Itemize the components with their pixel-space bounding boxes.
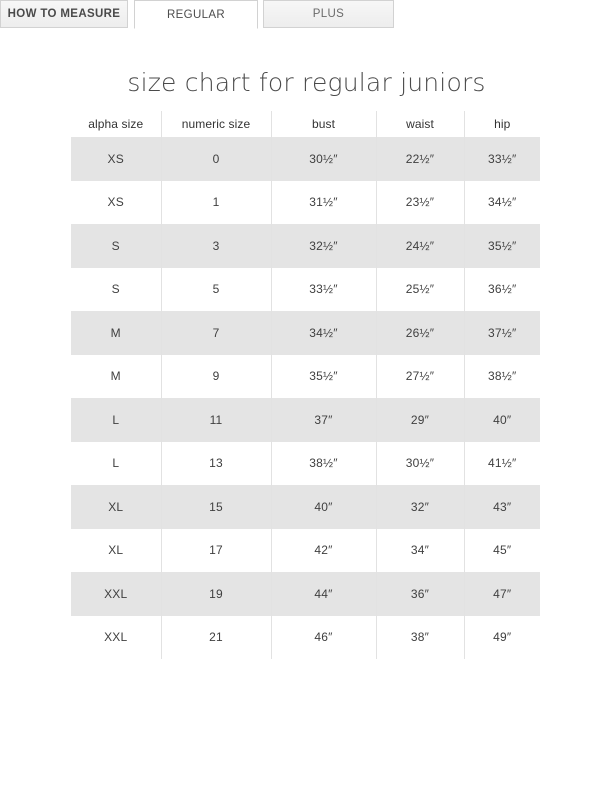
cell-bust: 33½″ [271, 267, 377, 311]
cell-alpha-size: L [71, 398, 162, 442]
cell-bust: 46″ [271, 615, 377, 659]
table-body: XS 0 30½″ 22½″ 33½″ XS 1 31½″ 23½″ 34½″ S 3 32½″ 24½″… [71, 137, 540, 659]
cell-hip: 41½″ [464, 441, 540, 485]
table-row: L 11 37″ 29″ 40″ [71, 398, 540, 442]
cell-hip: 49″ [464, 615, 540, 659]
tab-plus[interactable]: PLUS [263, 0, 394, 28]
cell-hip: 34½″ [464, 180, 540, 224]
cell-alpha-size: XXL [71, 615, 162, 659]
cell-numeric-size: 9 [161, 354, 272, 398]
cell-waist: 26½″ [376, 311, 465, 355]
cell-hip: 38½″ [464, 354, 540, 398]
cell-alpha-size: XL [71, 485, 162, 529]
cell-waist: 22½″ [376, 137, 465, 181]
cell-hip: 43″ [464, 485, 540, 529]
column-header-alpha-size: alpha size [71, 111, 162, 137]
cell-bust: 34½″ [271, 311, 377, 355]
cell-numeric-size: 3 [161, 224, 272, 268]
table-row: S 5 33½″ 25½″ 36½″ [71, 267, 540, 311]
column-header-numeric-size: numeric size [161, 111, 272, 137]
cell-numeric-size: 5 [161, 267, 272, 311]
table-row: XXL 21 46″ 38″ 49″ [71, 615, 540, 659]
table-row: XS 1 31½″ 23½″ 34½″ [71, 180, 540, 224]
cell-numeric-size: 21 [161, 615, 272, 659]
table-row: M 9 35½″ 27½″ 38½″ [71, 354, 540, 398]
tab-regular[interactable]: REGULAR [134, 0, 258, 29]
cell-hip: 36½″ [464, 267, 540, 311]
cell-numeric-size: 7 [161, 311, 272, 355]
cell-waist: 27½″ [376, 354, 465, 398]
cell-numeric-size: 0 [161, 137, 272, 181]
cell-bust: 35½″ [271, 354, 377, 398]
cell-hip: 47″ [464, 572, 540, 616]
table-row: XXL 19 44″ 36″ 47″ [71, 572, 540, 616]
cell-bust: 31½″ [271, 180, 377, 224]
cell-alpha-size: S [71, 224, 162, 268]
cell-alpha-size: XL [71, 528, 162, 572]
cell-waist: 25½″ [376, 267, 465, 311]
cell-bust: 30½″ [271, 137, 377, 181]
table-row: L 13 38½″ 30½″ 41½″ [71, 441, 540, 485]
cell-waist: 38″ [376, 615, 465, 659]
tab-how-to-measure[interactable]: HOW TO MEASURE [0, 0, 128, 28]
column-header-hip: hip [494, 117, 511, 131]
cell-bust: 32½″ [271, 224, 377, 268]
table-row: XS 0 30½″ 22½″ 33½″ [71, 137, 540, 181]
cell-waist: 34″ [376, 528, 465, 572]
cell-waist: 23½″ [376, 180, 465, 224]
cell-alpha-size: XS [71, 180, 162, 224]
tab-bar: HOW TO MEASURE REGULAR PLUS [0, 0, 613, 32]
cell-bust: 40″ [271, 485, 377, 529]
cell-waist: 24½″ [376, 224, 465, 268]
cell-alpha-size: L [71, 441, 162, 485]
cell-hip: 37½″ [464, 311, 540, 355]
page-title: size chart for regular juniors [127, 68, 486, 97]
cell-numeric-size: 17 [161, 528, 272, 572]
cell-waist: 32″ [376, 485, 465, 529]
size-chart-table: alpha size numeric size bust waist hip X… [71, 111, 540, 659]
cell-numeric-size: 19 [161, 572, 272, 616]
cell-alpha-size: XXL [71, 572, 162, 616]
cell-numeric-size: 15 [161, 485, 272, 529]
table-header-row: alpha size numeric size bust waist hip [71, 111, 540, 137]
cell-waist: 36″ [376, 572, 465, 616]
table-row: XL 15 40″ 32″ 43″ [71, 485, 540, 529]
cell-alpha-size: M [71, 354, 162, 398]
cell-bust: 42″ [271, 528, 377, 572]
column-header-waist: waist [376, 111, 465, 137]
table-row: XL 17 42″ 34″ 45″ [71, 528, 540, 572]
cell-bust: 37″ [271, 398, 377, 442]
cell-waist: 30½″ [376, 441, 465, 485]
cell-numeric-size: 11 [161, 398, 272, 442]
cell-alpha-size: M [71, 311, 162, 355]
cell-waist: 29″ [376, 398, 465, 442]
cell-alpha-size: S [71, 267, 162, 311]
table-row: S 3 32½″ 24½″ 35½″ [71, 224, 540, 268]
cell-hip: 35½″ [464, 224, 540, 268]
table-row: M 7 34½″ 26½″ 37½″ [71, 311, 540, 355]
cell-bust: 38½″ [271, 441, 377, 485]
cell-alpha-size: XS [71, 137, 162, 181]
cell-hip: 33½″ [464, 137, 540, 181]
cell-hip: 45″ [464, 528, 540, 572]
column-header-bust: bust [271, 111, 377, 137]
cell-numeric-size: 1 [161, 180, 272, 224]
cell-bust: 44″ [271, 572, 377, 616]
cell-numeric-size: 13 [161, 441, 272, 485]
cell-hip: 40″ [464, 398, 540, 442]
table-header: alpha size numeric size bust waist hip [71, 111, 540, 137]
